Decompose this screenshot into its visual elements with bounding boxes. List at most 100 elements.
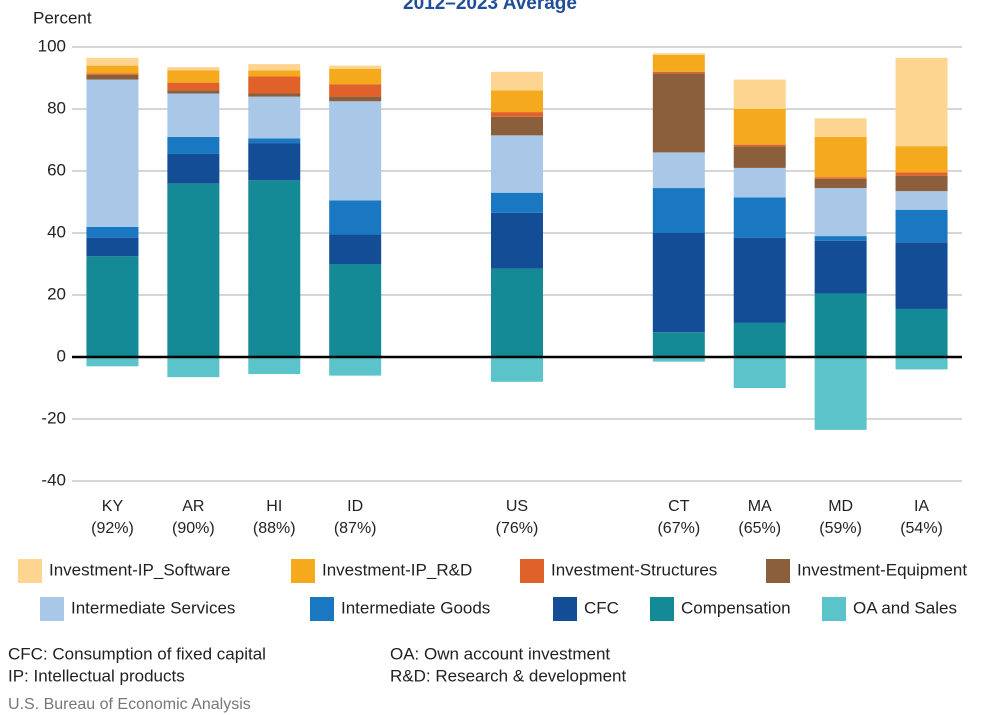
bar-segment bbox=[86, 74, 139, 80]
legend-swatch bbox=[18, 559, 42, 583]
y-axis-label: Percent bbox=[33, 8, 92, 27]
bar-segment bbox=[733, 167, 786, 198]
legend-swatch bbox=[40, 597, 64, 621]
bar-segment bbox=[86, 226, 139, 238]
bar-segment bbox=[491, 135, 543, 193]
bar-segment bbox=[167, 67, 220, 71]
bar-segment bbox=[248, 93, 301, 97]
bar-segment bbox=[248, 357, 301, 375]
bar-segment bbox=[733, 109, 786, 145]
bar-segment bbox=[329, 234, 382, 264]
x-tick-label: HI bbox=[266, 498, 282, 515]
note: CFC: Consumption of fixed capital bbox=[8, 644, 266, 663]
y-tick-label: -20 bbox=[41, 408, 66, 427]
bar-segment bbox=[491, 357, 543, 382]
x-tick-label: CT bbox=[668, 498, 690, 515]
bar-segment bbox=[895, 209, 948, 243]
legend-label: Investment-Equipment bbox=[797, 560, 967, 579]
bar-segment bbox=[248, 138, 301, 144]
note: IP: Intellectual products bbox=[8, 666, 185, 685]
y-tick-label: 80 bbox=[47, 98, 66, 117]
bar-segment bbox=[329, 65, 382, 69]
x-tick-sublabel: (87%) bbox=[334, 520, 377, 537]
chart-title: 2012–2023 Average bbox=[403, 0, 577, 14]
bar-segment bbox=[491, 268, 543, 357]
bar-segment bbox=[895, 191, 948, 210]
legend-label: Investment-Structures bbox=[551, 560, 717, 579]
bar-segment bbox=[329, 357, 382, 376]
bar-segment bbox=[652, 54, 705, 72]
bar-segment bbox=[86, 57, 139, 66]
bar-segment bbox=[652, 152, 705, 189]
bar-segment bbox=[167, 90, 220, 94]
bar-segment bbox=[733, 237, 786, 323]
y-tick-label: 0 bbox=[57, 346, 66, 365]
bar-segment bbox=[814, 357, 867, 430]
bar-segment bbox=[652, 233, 705, 333]
bar-segment bbox=[248, 70, 301, 77]
bar-segment bbox=[814, 293, 867, 357]
y-tick-label: 60 bbox=[47, 160, 66, 179]
legend-label: Compensation bbox=[681, 598, 791, 617]
bar-segment bbox=[733, 144, 786, 147]
bar-segment bbox=[248, 143, 301, 181]
bar-segment bbox=[491, 116, 543, 136]
x-tick-label: US bbox=[506, 498, 528, 515]
x-tick-label: MD bbox=[828, 498, 853, 515]
bar-segment bbox=[491, 112, 543, 117]
bar-segment bbox=[329, 96, 382, 102]
x-tick-sublabel: (54%) bbox=[900, 520, 943, 537]
legend-swatch bbox=[310, 597, 334, 621]
bar-segment bbox=[895, 357, 948, 370]
legend-swatch bbox=[766, 559, 790, 583]
bar-segment bbox=[86, 256, 139, 357]
source: U.S. Bureau of Economic Analysis bbox=[8, 696, 251, 713]
x-tick-sublabel: (67%) bbox=[657, 520, 700, 537]
bar-segment bbox=[248, 180, 301, 357]
legend-swatch bbox=[553, 597, 577, 621]
bar-segment bbox=[491, 71, 543, 91]
legend-label: Investment-IP_Software bbox=[49, 560, 230, 579]
bar-segment bbox=[86, 237, 139, 257]
bar-segment bbox=[733, 357, 786, 388]
bar-segment bbox=[248, 96, 301, 139]
bar-segment bbox=[814, 177, 867, 179]
bar-segment bbox=[652, 188, 705, 233]
legend-label: OA and Sales bbox=[853, 598, 957, 617]
bar-segment bbox=[86, 73, 139, 75]
bar-segment bbox=[167, 70, 220, 83]
note: OA: Own account investment bbox=[390, 644, 610, 663]
x-tick-sublabel: (76%) bbox=[496, 520, 539, 537]
bar-segment bbox=[895, 57, 948, 147]
legend-swatch bbox=[650, 597, 674, 621]
bar-segment bbox=[814, 118, 867, 137]
bar-segment bbox=[491, 192, 543, 213]
x-tick-sublabel: (88%) bbox=[253, 520, 296, 537]
bar-segment bbox=[248, 76, 301, 94]
bar-segment bbox=[167, 357, 220, 378]
bar-segment bbox=[86, 65, 139, 74]
bar-segment bbox=[652, 357, 705, 362]
x-tick-label: IA bbox=[914, 498, 929, 515]
y-tick-label: 40 bbox=[47, 222, 66, 241]
bar-segment bbox=[167, 136, 220, 154]
legend-swatch bbox=[520, 559, 544, 583]
legend-label: Intermediate Services bbox=[71, 598, 235, 617]
x-tick-label: KY bbox=[102, 498, 124, 515]
bar-segment bbox=[86, 79, 139, 227]
note: R&D: Research & development bbox=[390, 666, 627, 685]
bar-segment bbox=[329, 84, 382, 97]
bar-segment bbox=[733, 197, 786, 238]
bar-segment bbox=[491, 90, 543, 113]
bar-segment bbox=[329, 101, 382, 201]
bar-segment bbox=[733, 146, 786, 168]
y-tick-label: 100 bbox=[38, 36, 66, 55]
x-tick-sublabel: (90%) bbox=[172, 520, 215, 537]
bar-segment bbox=[814, 188, 867, 237]
bar-segment bbox=[652, 71, 705, 74]
y-tick-label: 20 bbox=[47, 284, 66, 303]
bar-segment bbox=[248, 64, 301, 71]
bar-segment bbox=[167, 183, 220, 357]
bar-segment bbox=[814, 236, 867, 241]
bar-segment bbox=[167, 93, 220, 137]
